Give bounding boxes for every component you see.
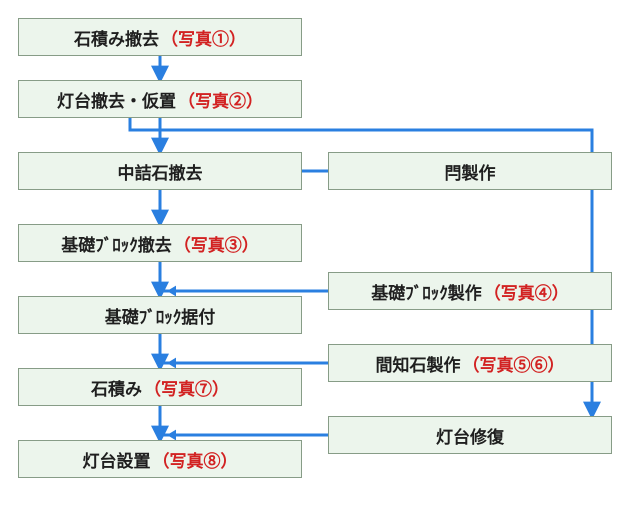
node-label-main: 基礎ﾌﾞﾛｯｸ製作 <box>371 279 482 304</box>
node-label-accent: （写真②） <box>178 87 263 112</box>
flowchart-canvas: 石積み撤去（写真①）灯台撤去・仮置（写真②）中詰石撤去閂製作基礎ﾌﾞﾛｯｸ撤去（… <box>0 0 624 509</box>
node-label-accent: （写真⑧） <box>153 447 238 472</box>
flow-node-n5: 基礎ﾌﾞﾛｯｸ据付 <box>18 296 302 334</box>
flow-node-r5: 間知石製作（写真⑤⑥） <box>328 344 612 382</box>
node-label-main: 石積み撤去 <box>74 25 159 50</box>
node-label-main: 基礎ﾌﾞﾛｯｸ撤去 <box>61 231 172 256</box>
node-label-main: 石積み <box>91 375 142 400</box>
node-label-main: 灯台修復 <box>436 423 504 448</box>
flow-node-n7: 灯台設置（写真⑧） <box>18 440 302 478</box>
node-label-main: 基礎ﾌﾞﾛｯｸ据付 <box>105 303 216 328</box>
node-label-accent: （写真⑦） <box>144 375 229 400</box>
node-label-accent: （写真④） <box>484 279 569 304</box>
node-label-main: 閂製作 <box>445 159 496 184</box>
node-label-main: 灯台設置 <box>83 447 151 472</box>
arrowhead-icon <box>167 286 176 297</box>
arrowhead-icon <box>167 430 176 441</box>
arrowhead-icon <box>167 358 176 369</box>
flow-node-n3: 中詰石撤去 <box>18 152 302 190</box>
flow-node-n1: 石積み撤去（写真①） <box>18 18 302 56</box>
node-label-main: 中詰石撤去 <box>118 159 203 184</box>
node-label-accent: （写真③） <box>174 231 259 256</box>
flow-node-n2: 灯台撤去・仮置（写真②） <box>18 80 302 118</box>
node-label-accent: （写真①） <box>161 25 246 50</box>
node-label-accent: （写真⑤⑥） <box>463 351 565 376</box>
flow-node-r6: 灯台修復 <box>328 416 612 454</box>
flow-node-n4: 基礎ﾌﾞﾛｯｸ撤去（写真③） <box>18 224 302 262</box>
flow-node-n6: 石積み（写真⑦） <box>18 368 302 406</box>
node-label-main: 灯台撤去・仮置 <box>57 87 176 112</box>
node-label-main: 間知石製作 <box>376 351 461 376</box>
flow-node-r3: 閂製作 <box>328 152 612 190</box>
flow-node-r4: 基礎ﾌﾞﾛｯｸ製作（写真④） <box>328 272 612 310</box>
